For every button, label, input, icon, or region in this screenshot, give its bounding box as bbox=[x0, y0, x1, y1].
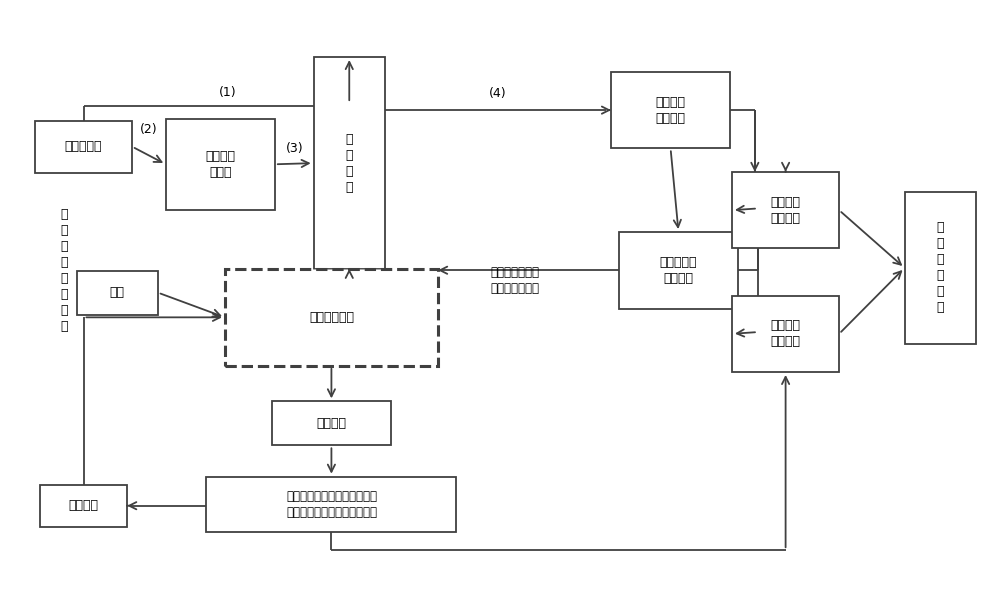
Bar bbox=[166, 119, 275, 210]
Text: 脱硫机理
煤质变化: 脱硫机理 煤质变化 bbox=[771, 319, 801, 348]
Text: 优
化
脱
硫
试
验
条
件: 优 化 脱 硫 试 验 条 件 bbox=[60, 208, 67, 333]
Bar bbox=[77, 270, 158, 315]
Text: (2): (2) bbox=[140, 123, 158, 136]
Bar bbox=[40, 485, 127, 527]
Bar bbox=[732, 172, 839, 248]
Text: 微
波
响
应
特
性: 微 波 响 应 特 性 bbox=[937, 221, 944, 315]
Text: 助剂: 助剂 bbox=[110, 286, 125, 299]
Bar bbox=[611, 72, 730, 149]
Bar bbox=[314, 57, 385, 269]
Text: 微波介电
响应特性: 微波介电 响应特性 bbox=[771, 196, 801, 224]
Text: (4): (4) bbox=[489, 87, 507, 100]
Text: (1): (1) bbox=[218, 86, 236, 99]
Bar bbox=[905, 192, 976, 344]
Bar bbox=[619, 232, 738, 309]
Text: 粉
体
样
品: 粉 体 样 品 bbox=[346, 133, 353, 193]
Text: 微波脱硫试验: 微波脱硫试验 bbox=[309, 311, 354, 324]
Text: 高硫炼焦煤: 高硫炼焦煤 bbox=[65, 140, 102, 153]
Text: 含硫模型
化合物: 含硫模型 化合物 bbox=[205, 150, 235, 179]
Text: 指导微波频率和
辐照时间的选择: 指导微波频率和 辐照时间的选择 bbox=[490, 266, 539, 296]
Bar bbox=[206, 476, 456, 533]
Text: 数据分析和
理论计算: 数据分析和 理论计算 bbox=[660, 256, 697, 285]
Text: 工业分析、组分测定、煤质分
析、官能团和硫赋存形态检测: 工业分析、组分测定、煤质分 析、官能团和硫赋存形态检测 bbox=[286, 490, 377, 519]
Text: 脱硫产物: 脱硫产物 bbox=[316, 417, 346, 430]
Bar bbox=[272, 401, 391, 445]
Text: 粉体样品
介电常数: 粉体样品 介电常数 bbox=[656, 96, 686, 125]
Bar bbox=[35, 121, 132, 173]
Bar bbox=[225, 269, 438, 366]
Bar bbox=[732, 296, 839, 372]
Text: 脱硫效果: 脱硫效果 bbox=[69, 499, 99, 512]
Text: (3): (3) bbox=[285, 143, 303, 155]
